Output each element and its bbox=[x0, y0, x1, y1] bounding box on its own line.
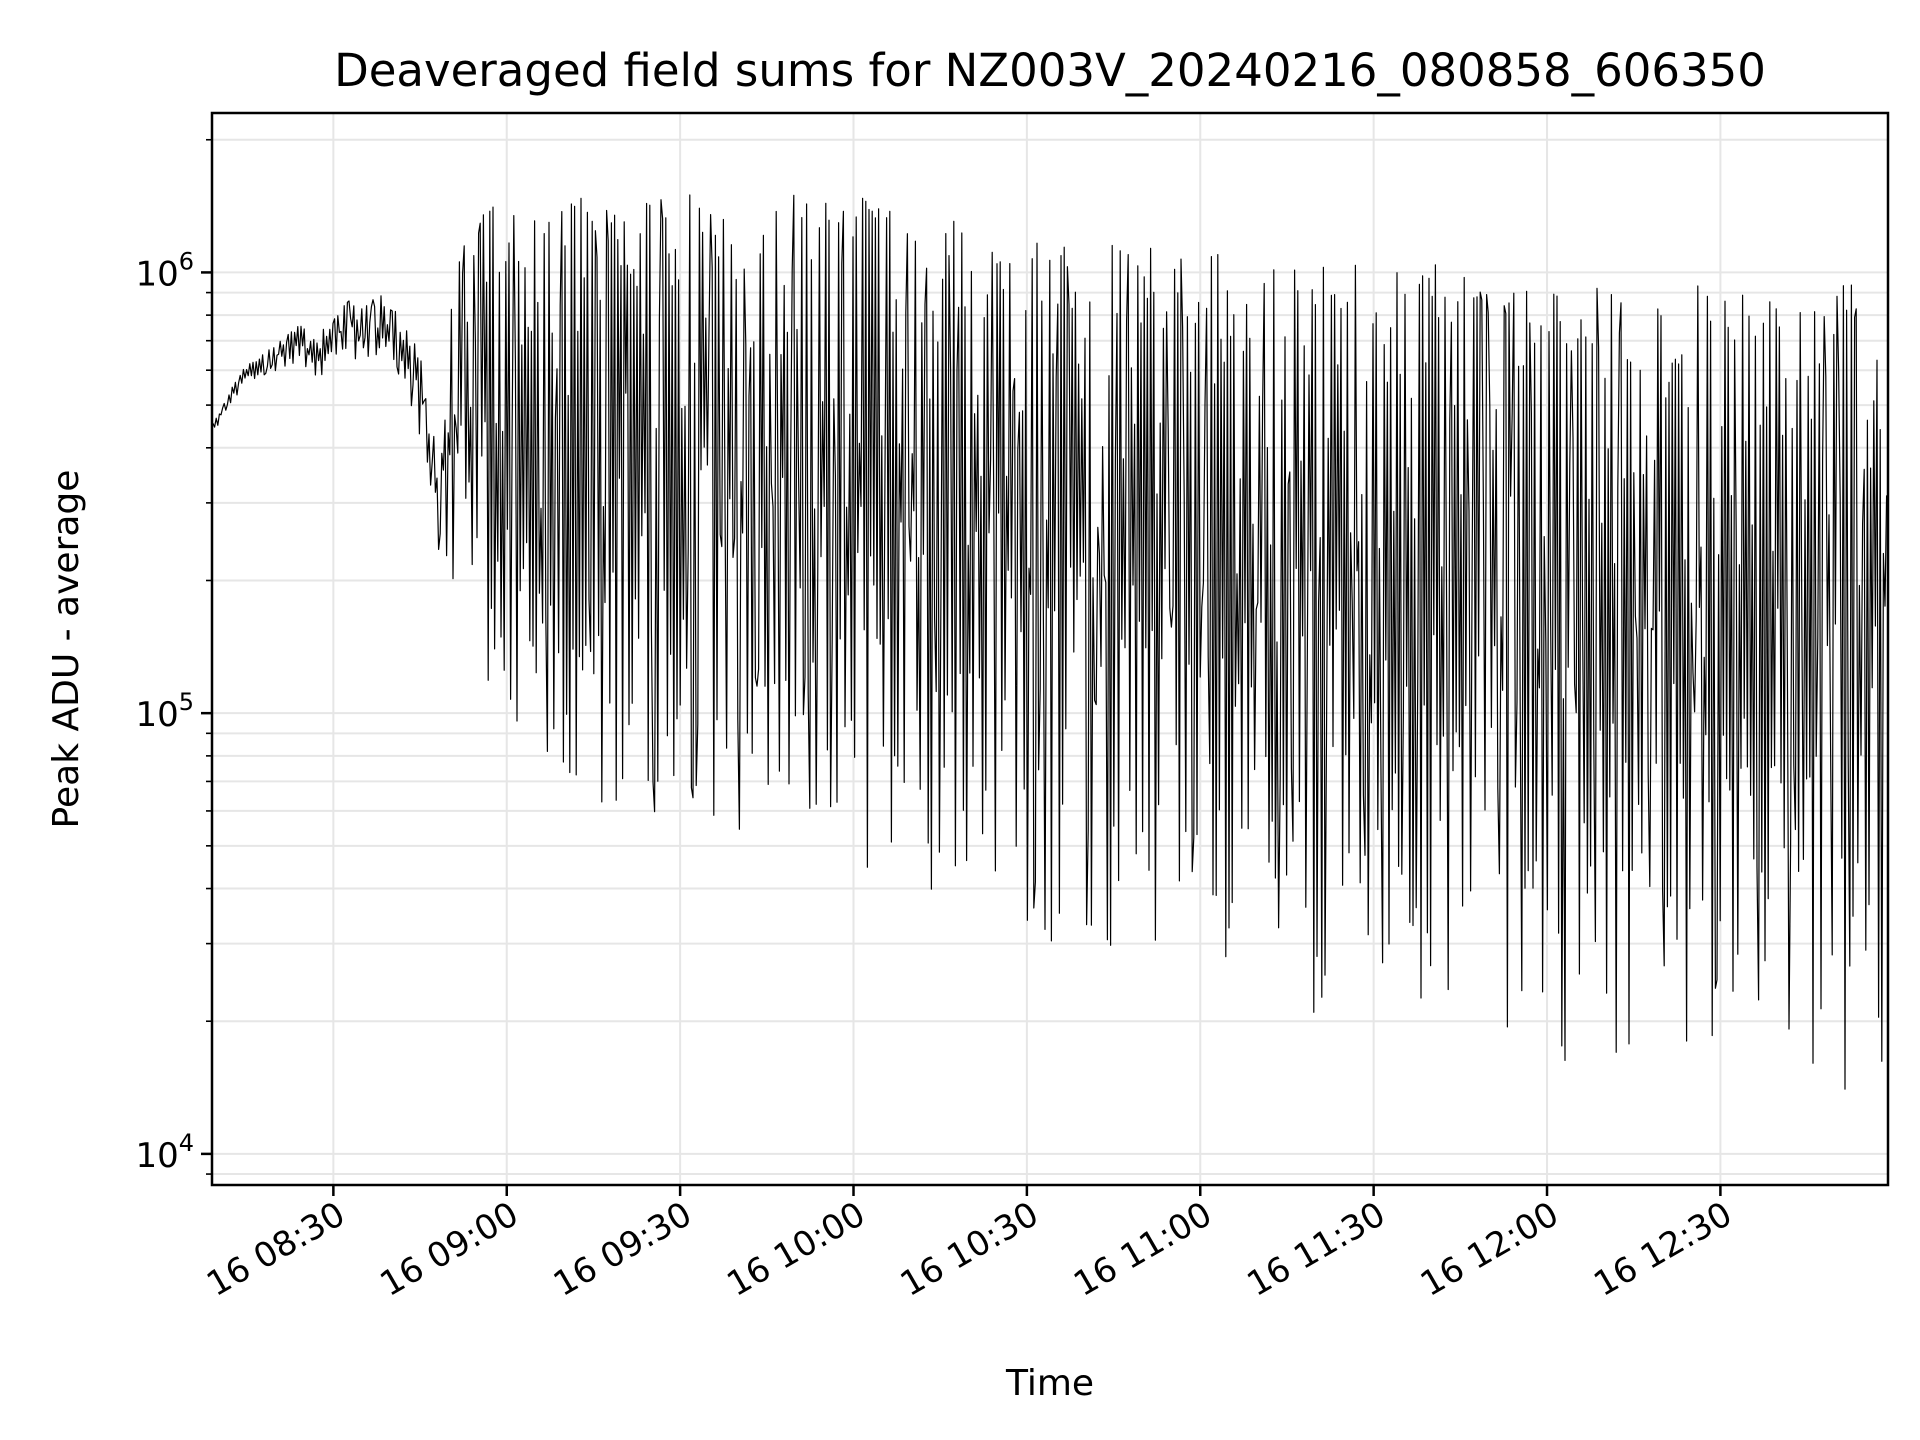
x-axis-label: Time bbox=[1005, 1363, 1094, 1404]
y-tick-label: 105 bbox=[135, 688, 194, 735]
plot-frame bbox=[210, 111, 1890, 1187]
y-tick-label: 104 bbox=[135, 1129, 194, 1176]
chart-title: Deaveraged field sums for NZ003V_2024021… bbox=[334, 44, 1766, 97]
y-tick-label: 106 bbox=[135, 247, 194, 294]
series-line bbox=[212, 194, 1888, 1090]
y-axis-label: Peak ADU - average bbox=[46, 470, 87, 829]
